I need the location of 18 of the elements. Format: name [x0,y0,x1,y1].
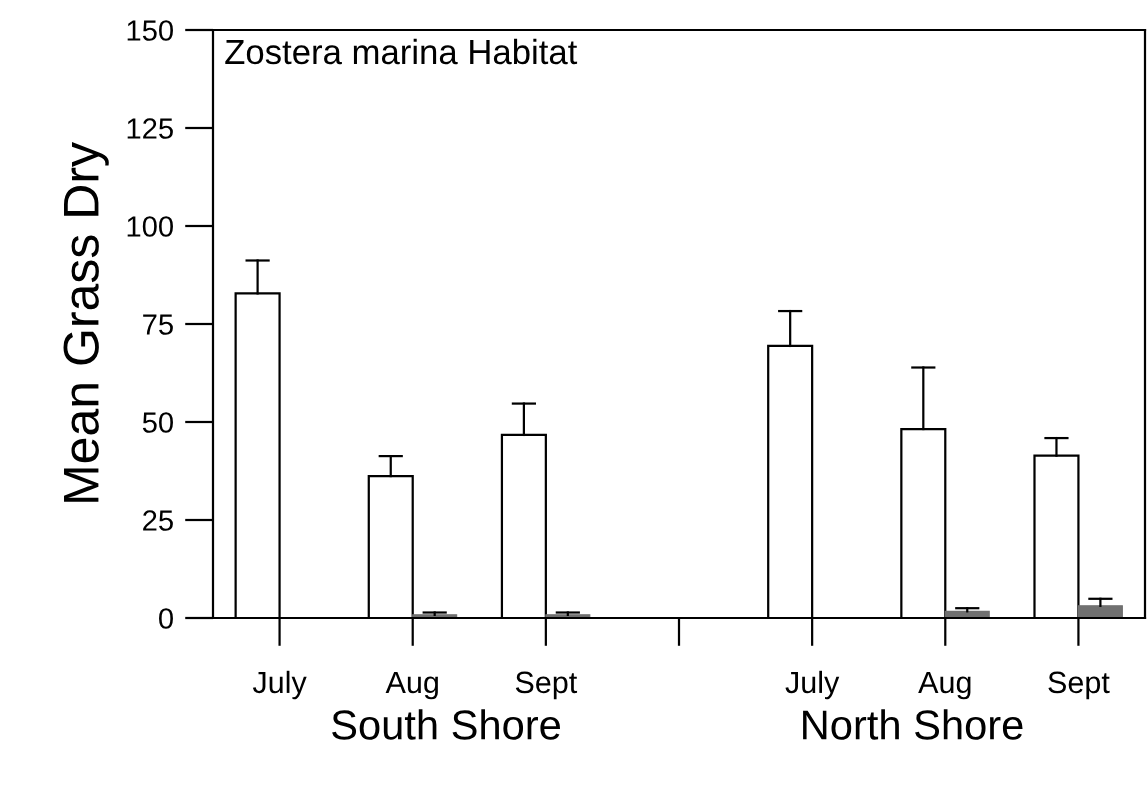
x-tick-label: Aug [385,671,438,700]
x-tick-label: July [785,670,840,700]
text: North Shore [803,709,1023,740]
y-axis-title: Mean Grass Dry [63,142,109,502]
chart-title: Zostera marina Habitat [225,38,578,65]
y-tick-label: 100 [127,216,173,237]
y-tick-label: 0 [159,608,173,629]
y-tick-label: 125 [127,118,173,139]
y-tick-label: 50 [142,412,173,433]
x-tick-label: Aug [918,671,971,700]
y-tick-label: 75 [143,314,173,335]
x-tick-label: July [252,670,307,700]
x-tick-label: Sept [515,671,578,700]
y-tick-label: 25 [143,510,173,531]
y-tick-label: 150 [127,20,173,41]
x-tick-label: Sept [1048,671,1110,700]
text: South Shore [332,709,560,740]
bar [1077,605,1123,618]
